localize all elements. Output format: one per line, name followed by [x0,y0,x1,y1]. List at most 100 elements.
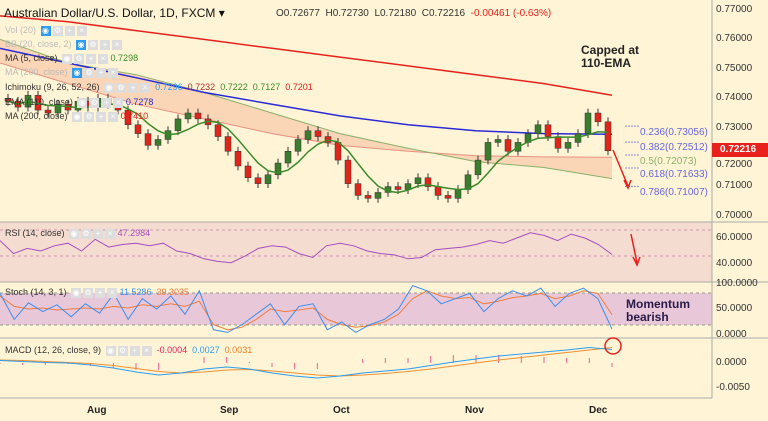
candle [294,139,302,152]
eye-icon: ◉ [72,111,83,122]
candle [224,136,232,152]
eye-icon: ◉ [104,82,115,93]
candle [284,151,292,164]
stoch-d-line [0,290,613,331]
candle [254,177,262,184]
candle [174,118,182,131]
gear-icon: ⚙ [83,287,94,298]
annotation-capped: Capped at 110-EMA [581,43,640,70]
candle [544,124,552,137]
gear-icon: ⚙ [116,82,127,93]
close-icon: × [108,111,119,122]
candle [314,130,322,137]
plus-icon: + [100,39,111,50]
candle [444,195,452,199]
sma200-line [0,15,613,97]
plus-icon: + [96,67,107,78]
candle [154,139,162,146]
legend-ma200-hidden[interactable]: MA (200, close) ◉ ⚙ + × [5,67,119,78]
plus-icon: + [64,25,75,36]
fib-label: 0.382(0.72512) [640,142,708,153]
candle [494,139,502,143]
price-tick: 0.74000 [716,92,753,103]
price-tick: 0.70000 [716,210,753,221]
legend-ema[interactable]: EMA (110, close) ◉ ⚙ + × 0.7278 [5,97,154,108]
legend-ichimoku[interactable]: Ichimoku (9, 26, 52, 26) ◉ ⚙ + × 0.7296 0.7… [5,82,313,93]
legend-ma200[interactable]: MA (200, close) ◉ ⚙ + × 0.7410 [5,111,149,122]
candle [574,133,582,143]
candle [304,130,312,140]
candle [214,124,222,137]
candle [434,186,442,196]
last-price: 0.72216 [720,144,757,155]
rsi-tick: 60.0000 [716,232,753,243]
legend-bb[interactable]: BB (20, close, 2) ◉ ⚙ + × [5,39,123,50]
plus-icon: + [93,228,104,239]
legend-ma5[interactable]: MA (5, close) ◉ ⚙ + × 0.7298 [5,53,139,64]
ohlc-readout: O0.72677 H0.72730 L0.72180 C0.72216 -0.0… [276,8,552,19]
legend-stoch[interactable]: Stoch (14, 3, 1) ◉ ⚙ + × 11.5286 39.3035 [5,287,190,298]
close-icon: × [112,39,123,50]
stoch-tick: 100.0000 [716,278,758,289]
candle [424,177,432,187]
candle [534,124,542,134]
candle [374,192,382,199]
down-arrow-icon [612,149,632,190]
candle [334,142,342,161]
candle [124,109,132,126]
legend-rsi[interactable]: RSI (14, close) ◉ ⚙ + × 47.2984 [5,228,151,239]
price-tick: 0.72000 [716,159,753,170]
ichimoku-cloud [0,39,612,179]
candle [244,165,252,179]
legend-macd[interactable]: MACD (12, 26, close, 9) ◉ ⚙ + × -0.0004 0.0… [5,345,253,356]
plus-icon: + [101,97,112,108]
candle [184,112,192,120]
close-icon: × [105,228,116,239]
plus-icon: + [95,287,106,298]
rsi-pane [0,222,712,282]
close-icon: × [113,97,124,108]
close-icon: × [98,53,109,64]
candle [144,133,152,146]
month-label: Oct [333,405,350,416]
price-tick: 0.75000 [716,63,753,74]
month-label: Aug [87,405,107,416]
eye-icon: ◉ [105,345,116,356]
close-icon: × [140,82,151,93]
plus-icon: + [86,53,97,64]
candle [414,177,422,184]
candle [44,109,52,114]
candle [474,159,482,176]
plus-icon: + [96,111,107,122]
down-arrow-icon [630,233,641,267]
fib-label: 0.786(0.71007) [640,187,708,198]
candle [564,142,572,149]
candle [484,142,492,161]
chart-title[interactable]: Australian Dollar/U.S. Dollar, 1D, FXCM … [4,6,225,20]
crossover-circle [604,337,622,355]
legend-vol[interactable]: Vol (20) ◉ ⚙ + × [5,25,87,36]
eye-icon: ◉ [77,97,88,108]
eye-icon: ◉ [69,228,80,239]
gear-icon: ⚙ [84,67,95,78]
plus-icon: + [129,345,140,356]
candle [54,103,62,114]
close-icon: × [76,25,87,36]
eye-icon: ◉ [72,67,83,78]
candle [364,195,372,199]
plus-icon: + [128,82,139,93]
eye-icon: ◉ [40,25,51,36]
macd-signal-line [0,347,613,377]
rsi-tick: 40.0000 [716,258,753,269]
close-icon: × [108,67,119,78]
candle [194,112,202,120]
candle [134,124,142,134]
fib-label: 0.236(0.73056) [640,127,708,138]
fib-label: 0.618(0.71633) [640,169,708,180]
price-tick: 0.76000 [716,33,753,44]
stoch-tick: 50.0000 [716,303,753,314]
candle [264,174,272,184]
stoch-k-line [0,284,613,333]
candle [594,112,602,123]
candle [394,186,402,190]
